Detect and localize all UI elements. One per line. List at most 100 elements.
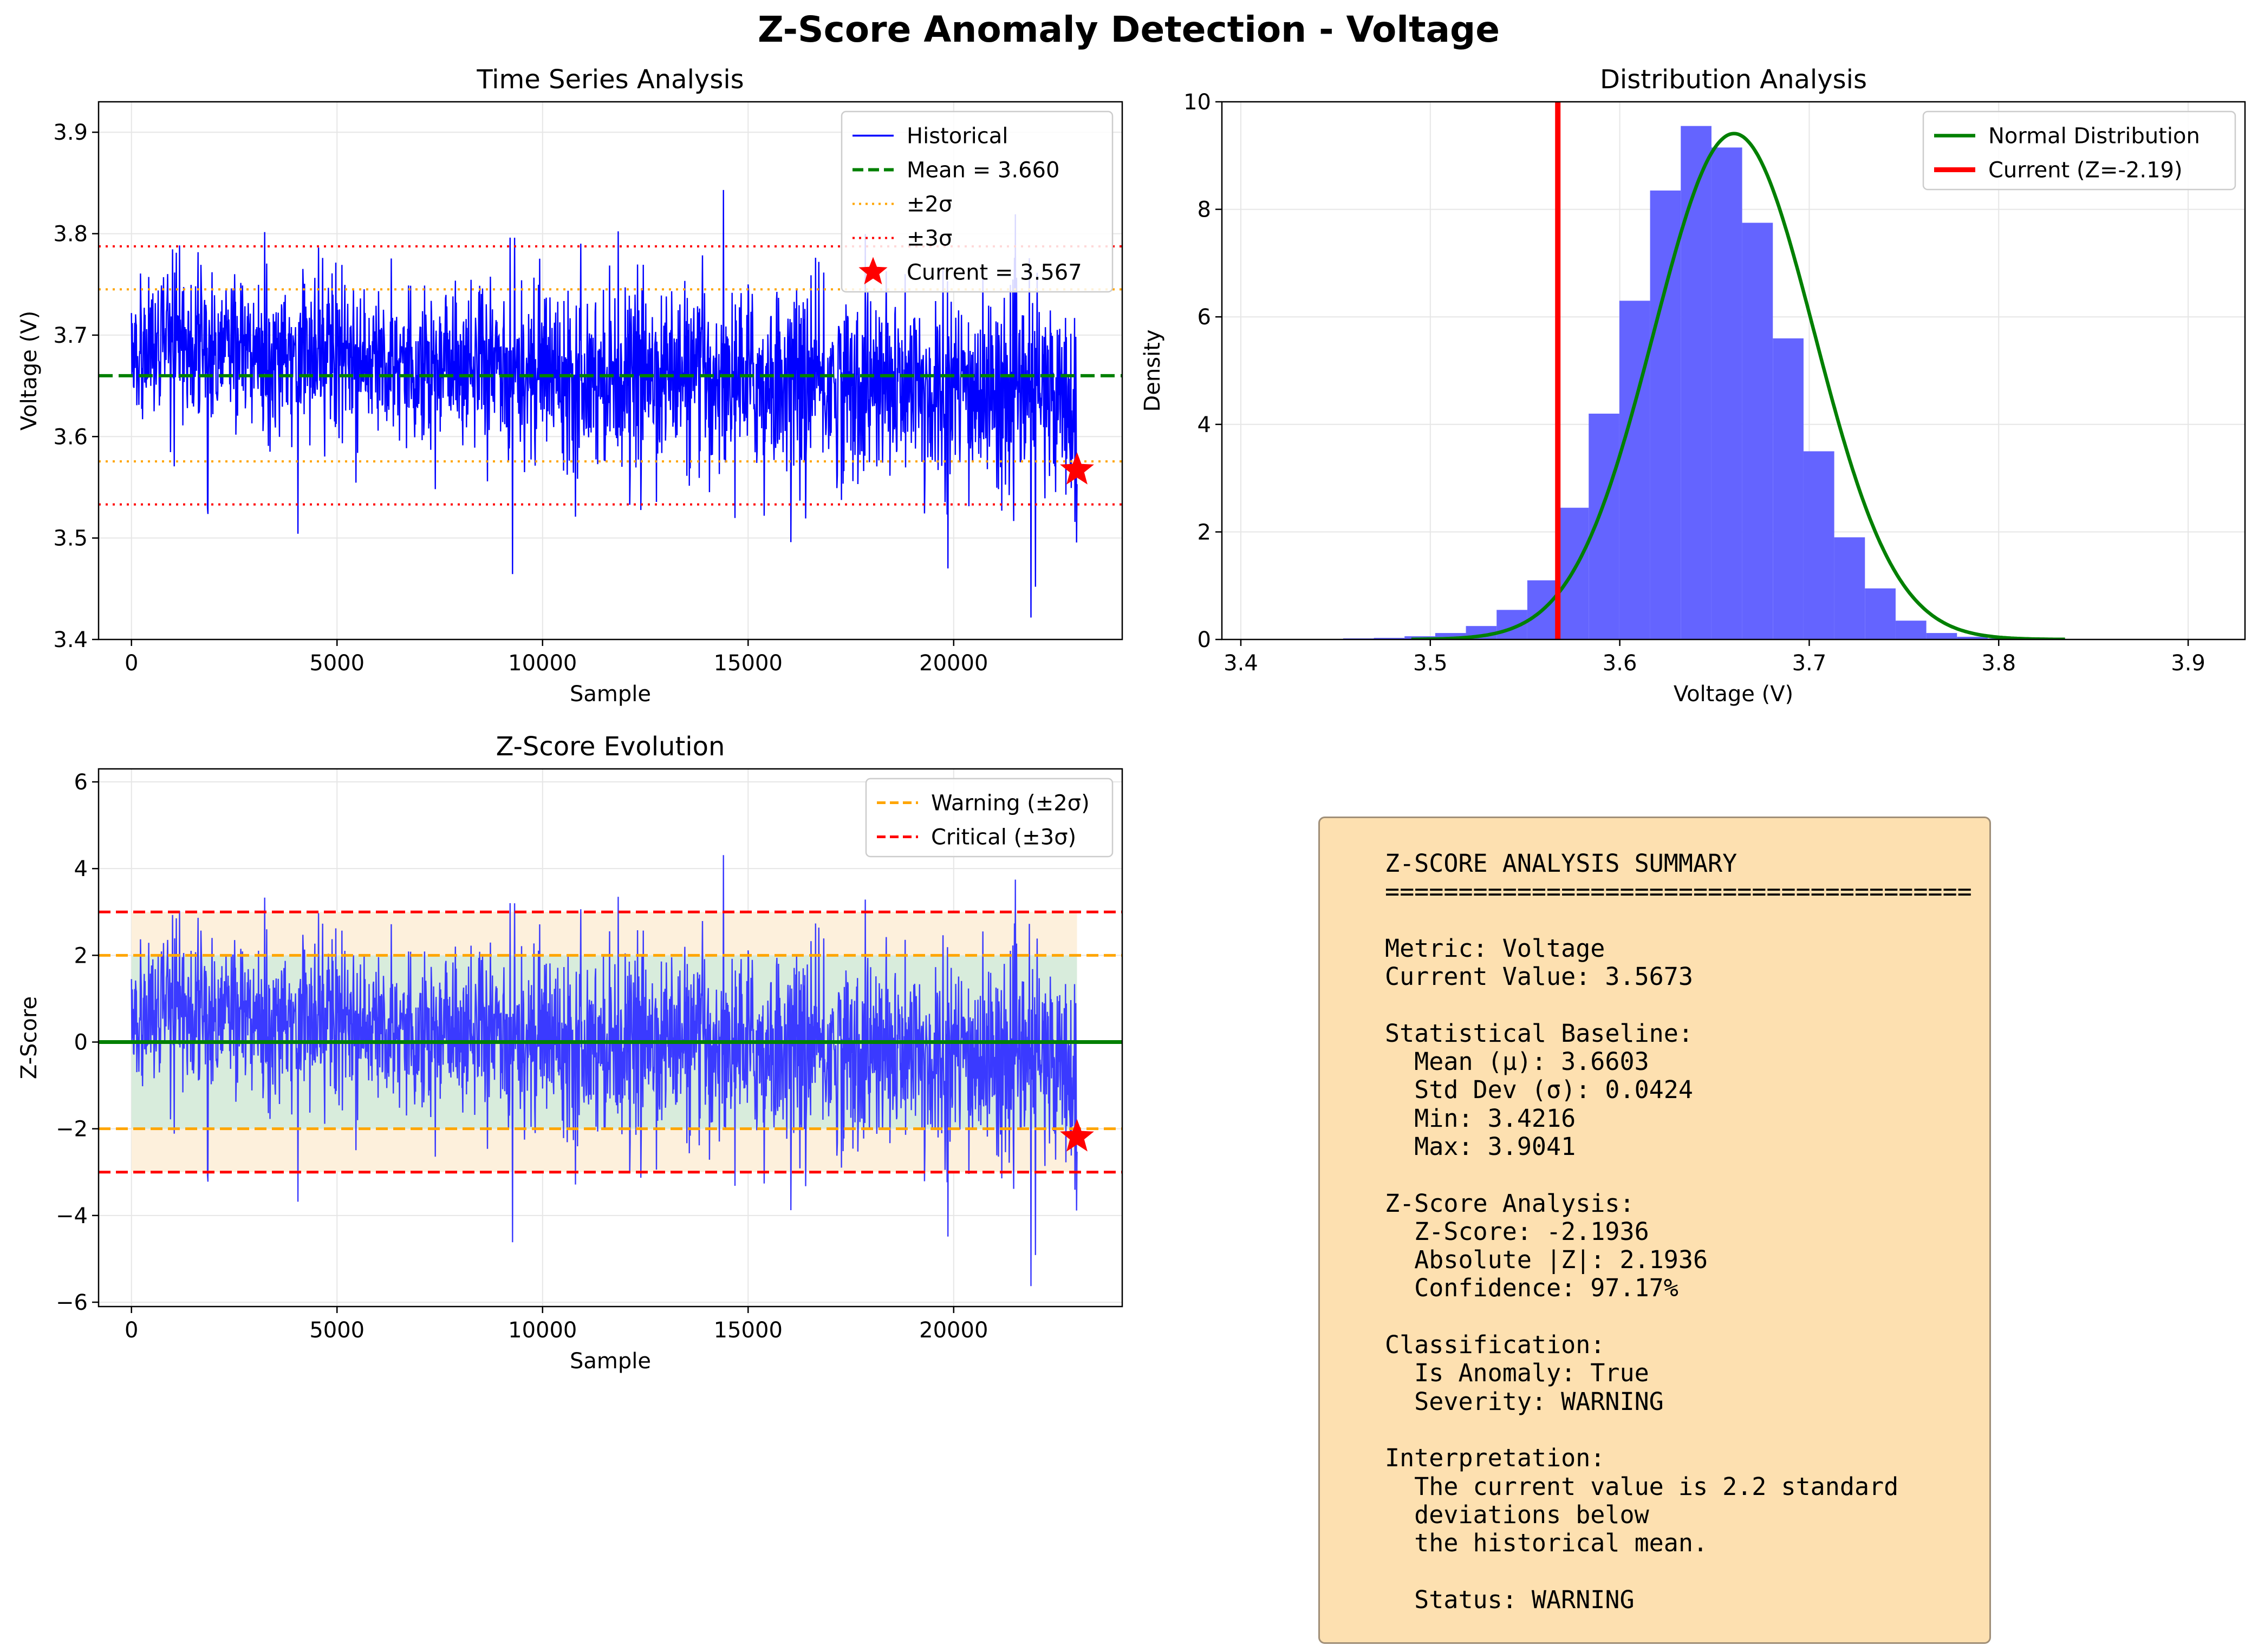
x-tick-label: 3.4 <box>1224 651 1258 676</box>
histogram-bar <box>1895 621 1927 639</box>
x-tick-label: 5000 <box>309 1318 365 1343</box>
histogram-bar <box>1957 637 1988 639</box>
x-axis-label: Sample <box>570 1349 651 1374</box>
legend-frame <box>841 110 1114 293</box>
summary-line: Severity: WARNING <box>1385 1387 1664 1416</box>
summary-line: Current Value: 3.5673 <box>1385 962 1693 991</box>
legend-label: ±2σ <box>907 192 952 217</box>
legend-label: Current (Z=-2.19) <box>1988 158 2183 183</box>
x-tick-label: 10000 <box>508 1318 577 1343</box>
series-historical <box>131 190 1078 618</box>
summary-line: Metric: Voltage <box>1385 933 1605 963</box>
plot-area <box>99 855 1122 1287</box>
histogram-bar <box>1681 126 1712 639</box>
summary-line: Z-Score Analysis: <box>1385 1189 1635 1218</box>
legend-frame <box>865 778 1114 858</box>
summary-line: Classification: <box>1385 1330 1605 1360</box>
y-tick-label: 3.9 <box>53 120 88 145</box>
plot-frame <box>97 768 1123 1308</box>
histogram-bar <box>1742 223 1773 639</box>
y-tick-label: 3.8 <box>53 222 88 247</box>
x-tick-label: 3.9 <box>2171 651 2205 676</box>
summary-line: Z-SCORE ANALYSIS SUMMARY <box>1385 849 1738 878</box>
x-tick-label: 3.8 <box>1981 651 2016 676</box>
y-tick-label: 6 <box>1198 305 1211 330</box>
x-tick-label: 3.7 <box>1792 651 1827 676</box>
summary-line: Absolute |Z|: 2.1936 <box>1385 1245 1708 1275</box>
histogram-bar <box>1435 633 1466 639</box>
summary-line: Mean (μ): 3.6603 <box>1385 1047 1649 1076</box>
y-tick-label: 3.7 <box>53 323 88 348</box>
legend-label: Normal Distribution <box>1988 124 2200 149</box>
legend-label: Warning (±2σ) <box>931 791 1090 816</box>
normal-curve <box>1411 132 2065 639</box>
histogram-bar <box>1711 147 1742 639</box>
summary-line: the historical mean. <box>1385 1529 1708 1558</box>
zone-band <box>131 1128 1077 1172</box>
summary-panel: Z-SCORE ANALYSIS SUMMARY ===============… <box>1318 817 1991 1644</box>
histogram-bar <box>1803 451 1834 639</box>
y-tick-label: −6 <box>56 1290 88 1315</box>
legend-frame <box>1922 110 2236 191</box>
time-series-chart: Time Series Analysis Sample Voltage (V) 0 50… <box>17 64 1123 707</box>
chart-title: Distribution Analysis <box>1600 64 1867 95</box>
summary-line: Std Dev (σ): 0.0424 <box>1385 1075 1693 1105</box>
x-tick-label: 10000 <box>508 651 577 676</box>
summary-line: Is Anomaly: True <box>1385 1359 1649 1388</box>
summary-text: Z-SCORE ANALYSIS SUMMARY ===============… <box>1385 849 1972 1614</box>
summary-line: Statistical Baseline: <box>1385 1018 1693 1048</box>
plot-frame <box>97 101 1123 641</box>
distribution-chart: Distribution Analysis Voltage (V) Density 3… <box>1140 64 2246 707</box>
x-tick-label: 0 <box>125 1318 138 1343</box>
y-tick-label: 3.5 <box>53 526 88 551</box>
x-tick-label: 20000 <box>919 1318 988 1343</box>
y-axis-label: Z-Score <box>17 996 42 1079</box>
summary-line: The current value is 2.2 standard <box>1385 1472 1899 1501</box>
summary-line: deviations below <box>1385 1500 1649 1529</box>
histogram-bar <box>1834 537 1865 639</box>
y-tick-label: 0 <box>74 1030 88 1055</box>
legend-label: Current = 3.567 <box>907 260 1082 285</box>
y-tick-label: 8 <box>1198 198 1211 223</box>
y-axis-label: Density <box>1140 329 1165 412</box>
histogram-bar <box>1650 190 1681 639</box>
y-tick-label: 3.6 <box>53 425 88 449</box>
x-axis-label: Voltage (V) <box>1674 682 1793 707</box>
plot-area <box>1281 102 2203 639</box>
histogram-bar <box>1865 588 1896 639</box>
y-tick-label: 10 <box>1183 90 1211 115</box>
y-axis-label: Voltage (V) <box>17 311 42 430</box>
x-tick-label: 0 <box>125 651 138 676</box>
histogram-bar <box>1619 301 1650 639</box>
zone-band <box>131 912 1077 956</box>
x-axis-label: Sample <box>570 682 651 707</box>
plot-frame <box>1221 101 2246 641</box>
chart-title: Z-Score Evolution <box>496 732 725 762</box>
chart-title: Time Series Analysis <box>476 64 744 95</box>
x-tick-label: 15000 <box>714 651 783 676</box>
y-tick-label: 2 <box>1198 520 1211 545</box>
summary-line: Interpretation: <box>1385 1444 1605 1473</box>
summary-line: Min: 3.4216 <box>1385 1103 1576 1133</box>
figure-title: Z-Score Anomaly Detection - Voltage <box>758 9 1500 50</box>
summary-line: ======================================== <box>1385 877 1972 906</box>
summary-line: Confidence: 97.17% <box>1385 1274 1678 1303</box>
legend-label: Historical <box>907 124 1008 149</box>
y-tick-label: 2 <box>74 943 88 968</box>
y-tick-label: −4 <box>56 1204 88 1229</box>
y-tick-label: −2 <box>56 1117 88 1142</box>
legend-marker <box>858 257 888 285</box>
legend-label: ±3σ <box>907 226 952 251</box>
current-marker <box>1060 1119 1094 1152</box>
current-marker <box>1060 452 1094 485</box>
x-tick-label: 3.6 <box>1603 651 1637 676</box>
histogram-bar <box>1374 638 1405 639</box>
zscore-chart: Z-Score Evolution Sample Z-Score 0 5000 10000… <box>17 732 1123 1374</box>
y-tick-label: 0 <box>1198 628 1211 652</box>
legend-label: Mean = 3.660 <box>907 158 1059 183</box>
y-tick-label: 4 <box>1198 413 1211 438</box>
x-tick-label: 3.5 <box>1413 651 1448 676</box>
summary-line: Max: 3.9041 <box>1385 1132 1576 1161</box>
x-tick-label: 15000 <box>714 1318 783 1343</box>
